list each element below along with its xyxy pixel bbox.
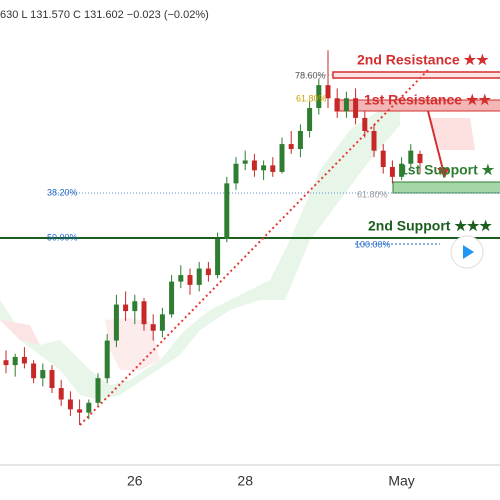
candle-body xyxy=(187,275,193,285)
candle-body xyxy=(408,150,414,164)
candle-body xyxy=(233,163,239,184)
annotation: 2nd Resistance ★★ xyxy=(357,52,489,68)
cloud-bear xyxy=(0,320,40,345)
candle-body xyxy=(178,275,184,282)
candle-body xyxy=(49,370,55,389)
x-tick-label: 28 xyxy=(237,473,253,489)
candle-body xyxy=(12,356,18,366)
candle-body xyxy=(159,314,165,331)
candle-body xyxy=(205,268,211,276)
candle-body xyxy=(141,301,147,325)
candle-body xyxy=(307,108,313,131)
candle-body xyxy=(150,324,156,331)
arrow-head xyxy=(437,168,449,178)
candle-body xyxy=(242,160,248,164)
candle-body xyxy=(77,409,83,413)
candle-body xyxy=(40,370,46,379)
fib-label: 100.00% xyxy=(355,239,391,249)
candle-body xyxy=(67,399,73,410)
x-tick-label: May xyxy=(388,473,414,489)
support-1-zone xyxy=(392,181,500,194)
play-icon xyxy=(463,245,474,259)
candle-body xyxy=(113,304,119,341)
cloud-bear xyxy=(430,118,475,150)
candle-body xyxy=(380,150,386,168)
candle-body xyxy=(279,144,285,172)
candle-body xyxy=(21,356,27,364)
candle-body xyxy=(196,268,202,285)
candle-body xyxy=(316,85,322,109)
x-tick-label: 26 xyxy=(127,473,143,489)
candle-body xyxy=(325,85,331,99)
fib-label: 61.80% xyxy=(357,189,388,199)
candle-body xyxy=(58,388,64,400)
arrow xyxy=(427,110,444,171)
candle-body xyxy=(353,98,359,118)
candle-body xyxy=(362,117,368,131)
cloud-bull xyxy=(0,110,400,400)
candle-body xyxy=(95,378,101,403)
candle-body xyxy=(417,153,423,164)
fib-label: 61.80% xyxy=(296,93,327,103)
candle-body xyxy=(270,165,276,172)
annotation: 1st Support ★ xyxy=(400,162,495,178)
resistance-2-zone xyxy=(332,71,500,79)
candle-body xyxy=(3,360,9,366)
candle-body xyxy=(31,363,37,379)
candle-body xyxy=(297,130,303,149)
candle-body xyxy=(371,130,377,151)
candle-body xyxy=(261,165,267,171)
fib-label: 50.00% xyxy=(47,232,78,242)
candle-body xyxy=(169,281,175,315)
annotation: 1st Resistance ★★ xyxy=(364,92,491,108)
candle-body xyxy=(251,160,257,171)
candle-body xyxy=(104,340,110,379)
candles xyxy=(3,50,423,426)
candle-body xyxy=(343,98,349,112)
candle-body xyxy=(334,98,340,112)
candle-body xyxy=(399,163,405,177)
candle-body xyxy=(132,301,138,312)
fib-label: 78.60% xyxy=(295,70,326,80)
candle-body xyxy=(389,167,395,177)
annotation: 2nd Support ★★★ xyxy=(368,218,492,234)
candle-body xyxy=(224,183,230,240)
candle-body xyxy=(288,144,294,149)
candle-body xyxy=(86,402,92,413)
header: 630 L 131.570 C 131.602 −0.023 (−0.02%) xyxy=(0,9,209,21)
candle-body xyxy=(215,239,221,276)
fib-label: 38.20% xyxy=(47,187,78,197)
candle-body xyxy=(123,304,129,312)
